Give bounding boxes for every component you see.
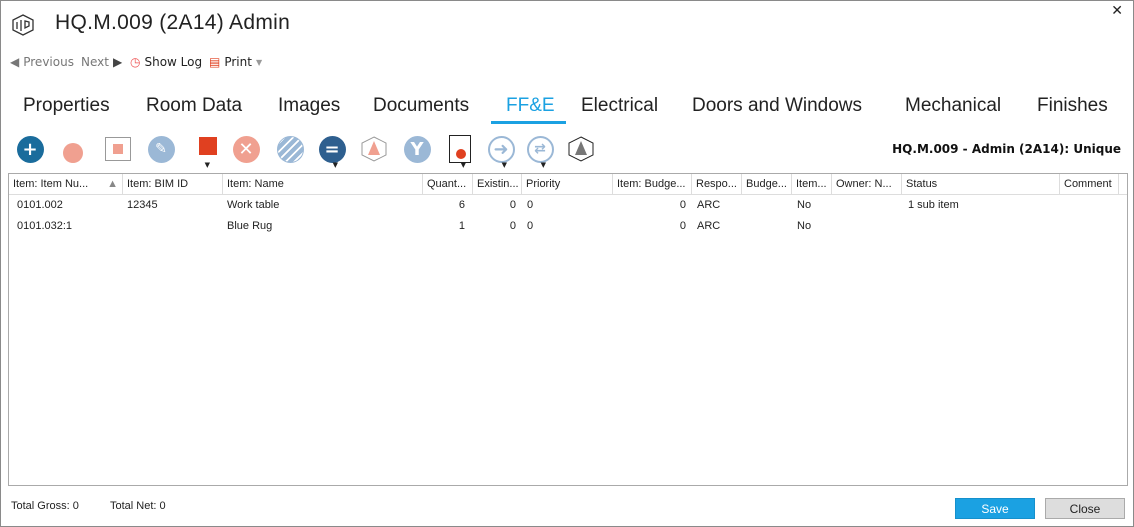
print-label: Print [224,55,252,69]
cone-icon[interactable] [359,134,389,164]
cell-existing: 0 [509,220,516,232]
add-type-icon[interactable] [56,134,86,164]
column-header-owner[interactable]: Owner: N... [832,174,902,195]
close-button[interactable]: Close [1045,498,1125,519]
column-header-name[interactable]: Item: Name [223,174,423,195]
cell-quantity: 1 [458,220,465,232]
column-header-quantity[interactable]: Quant... [423,174,473,195]
log-icon: ◷ [130,55,141,69]
total-net: Total Net: 0 [110,500,166,512]
tab-ffe[interactable]: FF&E [506,95,555,116]
grid-header: Item: Item Nu... ▲ Item: BIM ID Item: Nam… [9,174,1127,195]
column-header-responsible[interactable]: Respo... [692,174,742,195]
sort-ascending-icon: ▲ [107,178,118,190]
cell-bim-id: 12345 [127,199,158,211]
chevron-left-icon: ◀ [10,55,20,69]
column-header-comment[interactable]: Comment [1060,174,1119,195]
swap-icon[interactable]: ⇄ ▼ [525,134,555,169]
app-logo-icon [11,13,35,41]
column-header-priority[interactable]: Priority [522,174,613,195]
tab-electrical[interactable]: Electrical [581,95,659,116]
column-header-status[interactable]: Status [902,174,1060,195]
active-tab-indicator [491,121,566,124]
document-icon[interactable]: ▼ [445,134,475,169]
next-label: Next [81,55,109,69]
tab-finishes[interactable]: Finishes [1037,95,1108,116]
cell-item: No [797,199,812,211]
save-button[interactable]: Save [955,498,1035,519]
tab-mechanical[interactable]: Mechanical [905,95,1002,116]
next-button[interactable]: Next ▶ [81,55,122,69]
place-instance-icon[interactable]: ▼ [189,134,219,169]
add-icon[interactable]: + [15,134,45,164]
cell-priority: 0 [527,199,534,211]
cell-item: No [797,220,812,232]
edit-icon[interactable]: ✎ [146,134,176,164]
total-gross: Total Gross: 0 [11,500,79,512]
show-log-label: Show Log [144,55,203,69]
column-header-bim-id[interactable]: Item: BIM ID [123,174,223,195]
cell-name: Blue Rug [227,220,273,232]
tab-doors-and-windows[interactable]: Doors and Windows [692,95,863,116]
hatch-icon[interactable] [275,134,305,164]
box-icon[interactable] [103,134,133,164]
tab-room-data[interactable]: Room Data [146,95,243,116]
previous-button[interactable]: ◀ Previous [10,55,74,69]
cell-responsible: ARC [697,220,721,232]
column-header-budget[interactable]: Item: Budge... [613,174,692,195]
chevron-down-icon: ▼ [255,57,263,67]
show-log-button[interactable]: ◷ Show Log [130,55,202,69]
context-label: HQ.M.009 - Admin (2A14): Unique [892,142,1121,156]
table-row[interactable]: 0101.002 12345 Work table 6 0 0 0 ARC No… [9,199,1127,219]
window-title: HQ.M.009 (2A14) Admin [55,11,291,34]
arrow-right-icon[interactable]: ➜ ▼ [486,134,516,169]
column-header-existing[interactable]: Existin... [473,174,522,195]
equals-icon[interactable]: = ▼ [317,134,347,169]
tab-images[interactable]: Images [278,95,341,116]
column-header-budget-2[interactable]: Budge... [742,174,792,195]
delete-icon[interactable]: ✕ [231,134,261,164]
cell-status: 1 sub item [908,199,959,211]
merge-icon[interactable]: Y [402,134,432,164]
close-window-button[interactable]: ✕ [1111,3,1123,19]
column-header-item[interactable]: Item... [792,174,832,195]
cell-priority: 0 [527,220,534,232]
pdf-icon: ▤ [209,55,221,69]
chevron-right-icon: ▶ [112,55,123,69]
cell-budget: 0 [679,220,686,232]
cell-existing: 0 [509,199,516,211]
cell-item-number: 0101.032:1 [17,220,73,232]
cell-quantity: 6 [458,199,465,211]
cell-budget: 0 [679,199,686,211]
previous-label: Previous [23,55,74,69]
cell-name: Work table [227,199,280,211]
cube-cone-icon[interactable] [566,134,596,164]
tab-documents[interactable]: Documents [373,95,470,116]
ffe-grid[interactable]: Item: Item Nu... ▲ Item: BIM ID Item: Nam… [8,173,1128,486]
column-header-item-number[interactable]: Item: Item Nu... ▲ [9,174,123,195]
cell-responsible: ARC [697,199,721,211]
tab-properties[interactable]: Properties [23,95,110,116]
table-row[interactable]: 0101.032:1 Blue Rug 1 0 0 0 ARC No [9,220,1127,240]
cell-item-number: 0101.002 [17,199,63,211]
print-button[interactable]: ▤ Print ▼ [209,55,262,69]
